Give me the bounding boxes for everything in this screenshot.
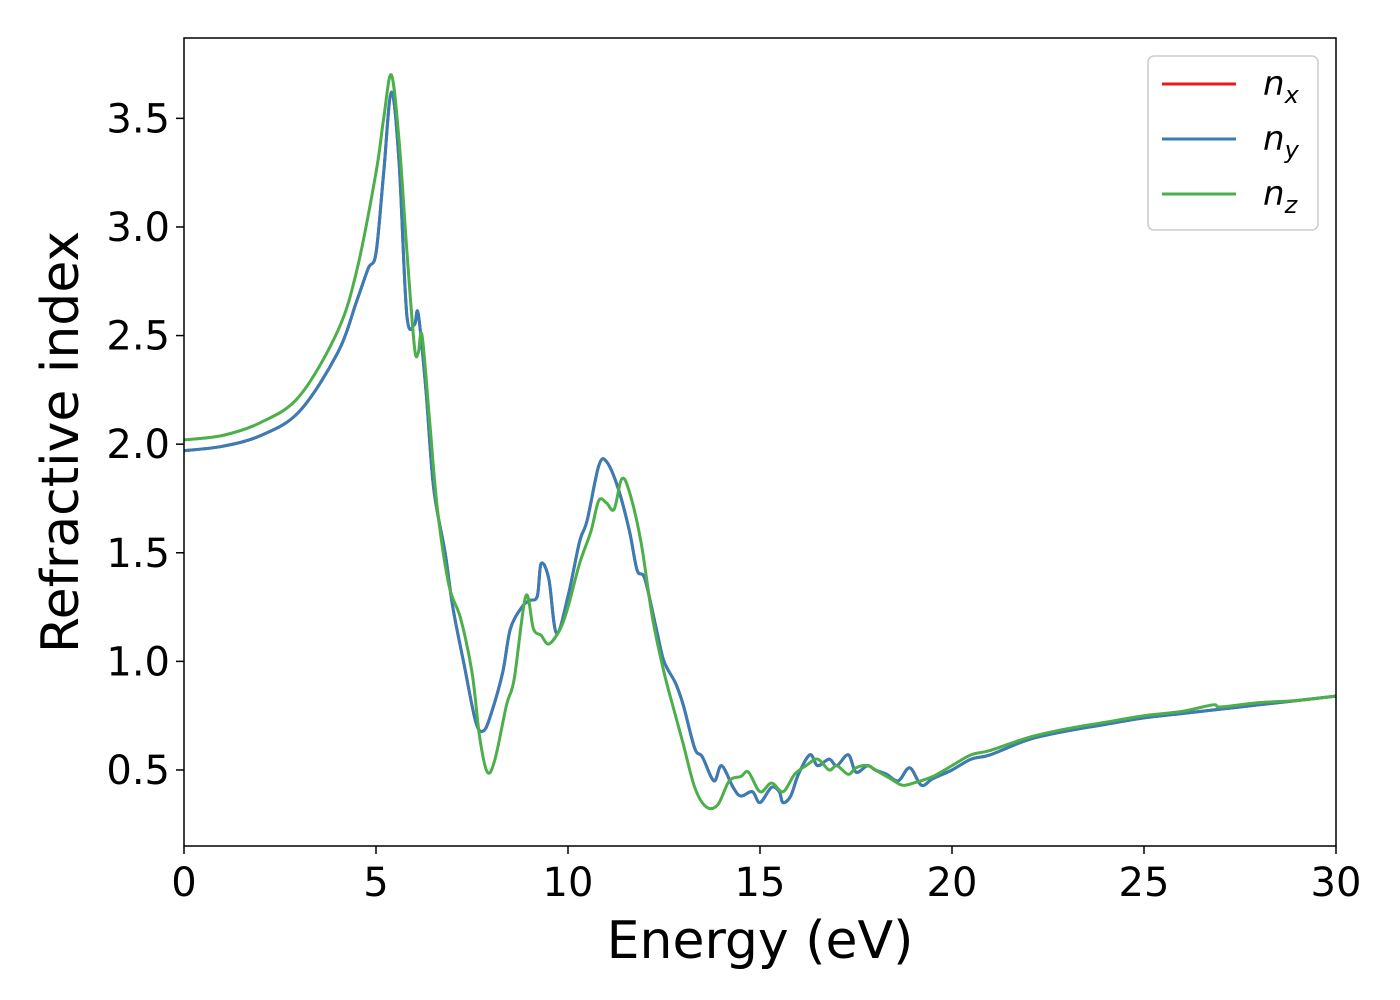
x-tick-label: 10 — [543, 860, 594, 906]
y-tick-label: 3.5 — [106, 96, 170, 142]
y-axis-title: Refractive index — [31, 231, 91, 653]
legend-box — [1147, 55, 1319, 231]
x-tick-label: 30 — [1311, 860, 1362, 906]
x-tick-label: 0 — [171, 860, 196, 906]
y-tick-label: 0.5 — [106, 748, 170, 794]
x-tick-label: 5 — [363, 860, 388, 906]
x-axis-title: Energy (eV) — [607, 911, 914, 971]
series-lines — [184, 73, 1336, 811]
series-line-nz — [184, 73, 1336, 811]
y-tick-label: 3.0 — [106, 205, 170, 251]
x-tick-label: 20 — [927, 860, 978, 906]
x-tick-label: 15 — [735, 860, 786, 906]
series-line-ny — [184, 90, 1336, 805]
y-tick-label: 1.5 — [106, 531, 170, 577]
y-tick-label: 1.0 — [106, 639, 170, 685]
x-tick-label: 25 — [1119, 860, 1170, 906]
y-tick-label: 2.0 — [106, 422, 170, 468]
y-tick-label: 2.5 — [106, 314, 170, 360]
y-axis: 0.5 1.0 1.5 2.0 2.5 3.0 3.5 — [106, 96, 184, 794]
x-axis: 0 5 10 15 20 25 30 — [171, 846, 1361, 906]
